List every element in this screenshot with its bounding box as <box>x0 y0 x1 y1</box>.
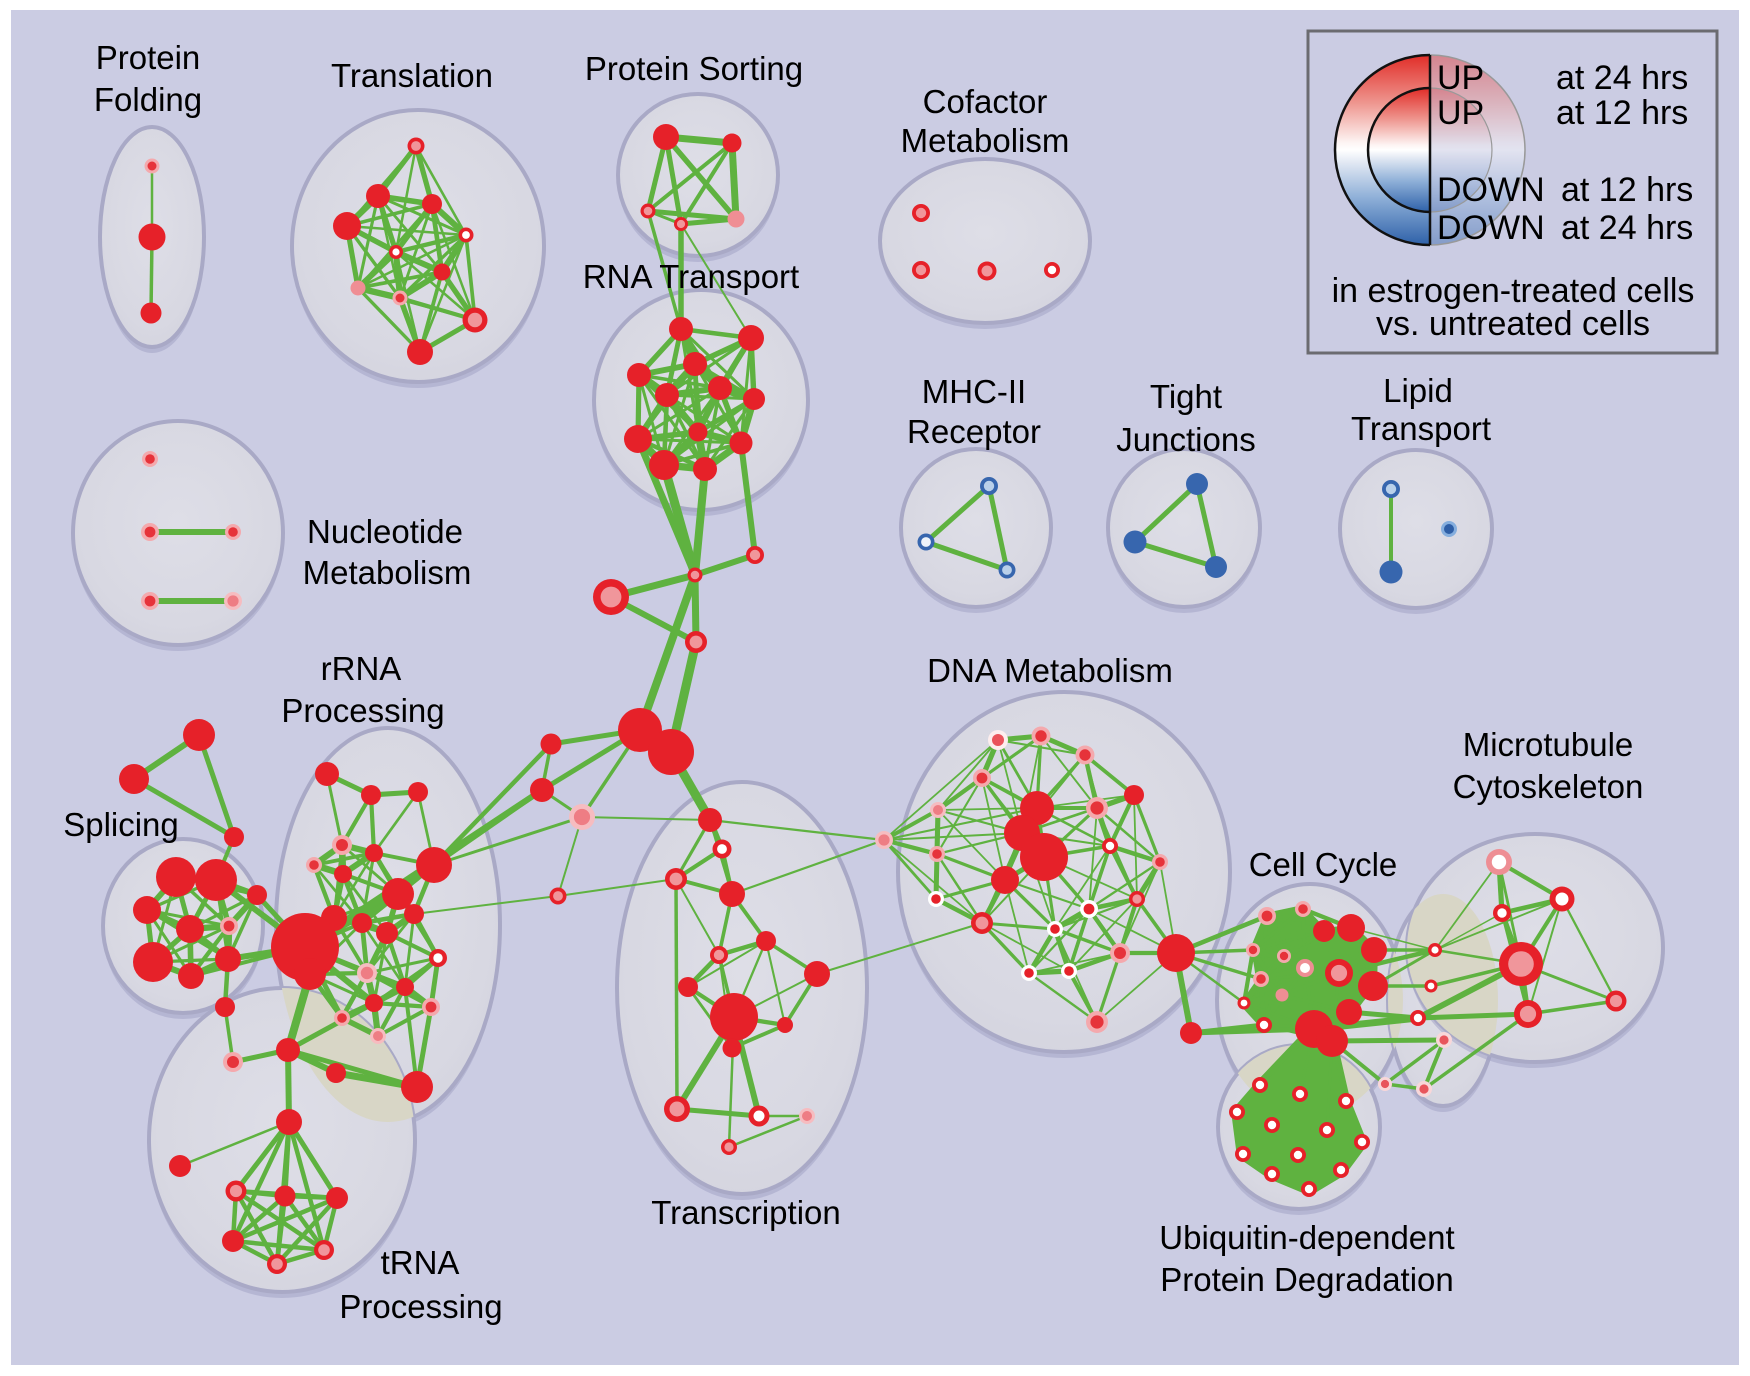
svg-text:vs. untreated cells: vs. untreated cells <box>1376 305 1650 343</box>
svg-text:Metabolism: Metabolism <box>303 554 472 591</box>
svg-text:tRNA: tRNA <box>381 1244 460 1281</box>
svg-text:Protein: Protein <box>96 39 201 76</box>
svg-text:Splicing: Splicing <box>63 806 179 843</box>
svg-text:Processing: Processing <box>339 1288 502 1325</box>
svg-text:UP: UP <box>1437 94 1484 132</box>
svg-text:DOWN: DOWN <box>1437 171 1545 209</box>
svg-text:Lipid: Lipid <box>1383 372 1453 409</box>
svg-text:at 24 hrs: at 24 hrs <box>1561 209 1693 247</box>
svg-text:Translation: Translation <box>331 57 493 94</box>
svg-text:MHC-II: MHC-II <box>922 373 1026 410</box>
svg-text:DNA Metabolism: DNA Metabolism <box>927 652 1173 689</box>
svg-text:Transcription: Transcription <box>651 1194 841 1231</box>
svg-text:Microtubule: Microtubule <box>1463 726 1634 763</box>
svg-text:Cytoskeleton: Cytoskeleton <box>1453 768 1644 805</box>
svg-text:Processing: Processing <box>281 692 444 729</box>
svg-text:Cofactor: Cofactor <box>923 83 1048 120</box>
svg-text:Junctions: Junctions <box>1116 421 1255 458</box>
svg-text:Transport: Transport <box>1351 410 1491 447</box>
svg-text:at 12 hrs: at 12 hrs <box>1556 94 1688 132</box>
svg-text:Protein Degradation: Protein Degradation <box>1160 1261 1454 1298</box>
svg-text:Receptor: Receptor <box>907 413 1041 450</box>
svg-text:Cell Cycle: Cell Cycle <box>1249 846 1398 883</box>
svg-text:UP: UP <box>1437 59 1484 97</box>
svg-text:in estrogen-treated cells: in estrogen-treated cells <box>1332 272 1695 310</box>
svg-text:Metabolism: Metabolism <box>901 122 1070 159</box>
svg-text:rRNA: rRNA <box>321 650 402 687</box>
svg-text:at 24 hrs: at 24 hrs <box>1556 59 1688 97</box>
svg-text:DOWN: DOWN <box>1437 209 1545 247</box>
svg-text:at 12 hrs: at 12 hrs <box>1561 171 1693 209</box>
svg-text:Nucleotide: Nucleotide <box>307 513 463 550</box>
svg-text:Folding: Folding <box>94 81 202 118</box>
svg-text:Tight: Tight <box>1150 378 1222 415</box>
svg-text:RNA Transport: RNA Transport <box>583 258 799 295</box>
svg-text:Ubiquitin-dependent: Ubiquitin-dependent <box>1159 1219 1454 1256</box>
svg-text:Protein Sorting: Protein Sorting <box>585 50 803 87</box>
